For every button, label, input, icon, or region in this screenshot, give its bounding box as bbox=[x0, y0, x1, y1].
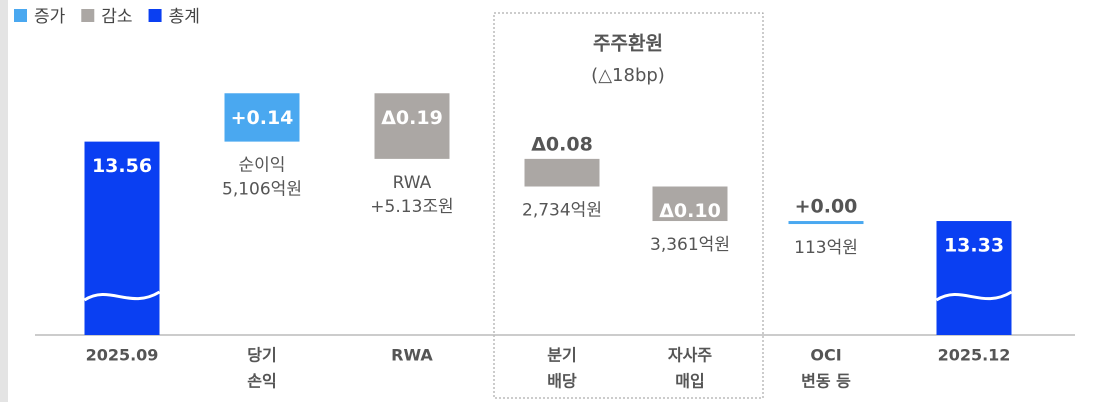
group-subtitle: (△18bp) bbox=[591, 65, 665, 86]
note: 3,361억원 bbox=[650, 235, 730, 255]
legend-swatch bbox=[14, 9, 27, 22]
x-tick-label: 2025.09 bbox=[86, 346, 159, 365]
bar bbox=[936, 221, 1012, 335]
axis-break bbox=[935, 290, 1013, 302]
value-label: Δ0.08 bbox=[531, 133, 593, 155]
note: 순이익 bbox=[239, 156, 286, 176]
legend-swatch bbox=[81, 9, 95, 22]
legend-label: 감소 bbox=[101, 7, 132, 27]
bar bbox=[652, 186, 728, 222]
x-tick-label: 손익 bbox=[247, 372, 276, 391]
bar bbox=[374, 93, 450, 159]
note: 2,734억원 bbox=[522, 201, 602, 221]
x-tick-label: 분기 bbox=[547, 346, 576, 365]
x-tick-label: OCI bbox=[810, 346, 841, 365]
left-strip bbox=[0, 0, 8, 402]
value-label: 13.56 bbox=[92, 155, 152, 177]
bar bbox=[524, 158, 600, 187]
bar bbox=[224, 93, 300, 142]
bar bbox=[84, 141, 160, 335]
group-title: 주주환원 bbox=[593, 33, 663, 55]
legend-swatch bbox=[148, 9, 162, 22]
group-box bbox=[493, 12, 764, 399]
x-tick-label: 배당 bbox=[547, 372, 577, 391]
value-label: +0.00 bbox=[795, 196, 858, 218]
x-tick-label: 당기 bbox=[247, 346, 276, 365]
value-label: Δ0.19 bbox=[381, 107, 443, 129]
note: 113억원 bbox=[794, 238, 858, 258]
legend-label: 총계 bbox=[169, 7, 200, 27]
x-tick-label: 2025.12 bbox=[938, 346, 1011, 365]
note: 5,106억원 bbox=[222, 180, 302, 200]
value-label: +0.14 bbox=[231, 107, 294, 129]
legend-label: 증가 bbox=[34, 7, 66, 27]
x-tick-label: RWA bbox=[391, 346, 433, 365]
bar bbox=[788, 221, 864, 225]
x-tick-label: 매입 bbox=[675, 372, 704, 391]
value-label: 13.33 bbox=[944, 235, 1004, 257]
note: +5.13조원 bbox=[370, 197, 453, 217]
axis-break bbox=[83, 290, 161, 302]
value-label: Δ0.10 bbox=[659, 200, 721, 222]
x-tick-label: 변동 등 bbox=[801, 372, 851, 391]
note: RWA bbox=[393, 173, 432, 193]
x-tick-label: 자사주 bbox=[668, 346, 712, 365]
